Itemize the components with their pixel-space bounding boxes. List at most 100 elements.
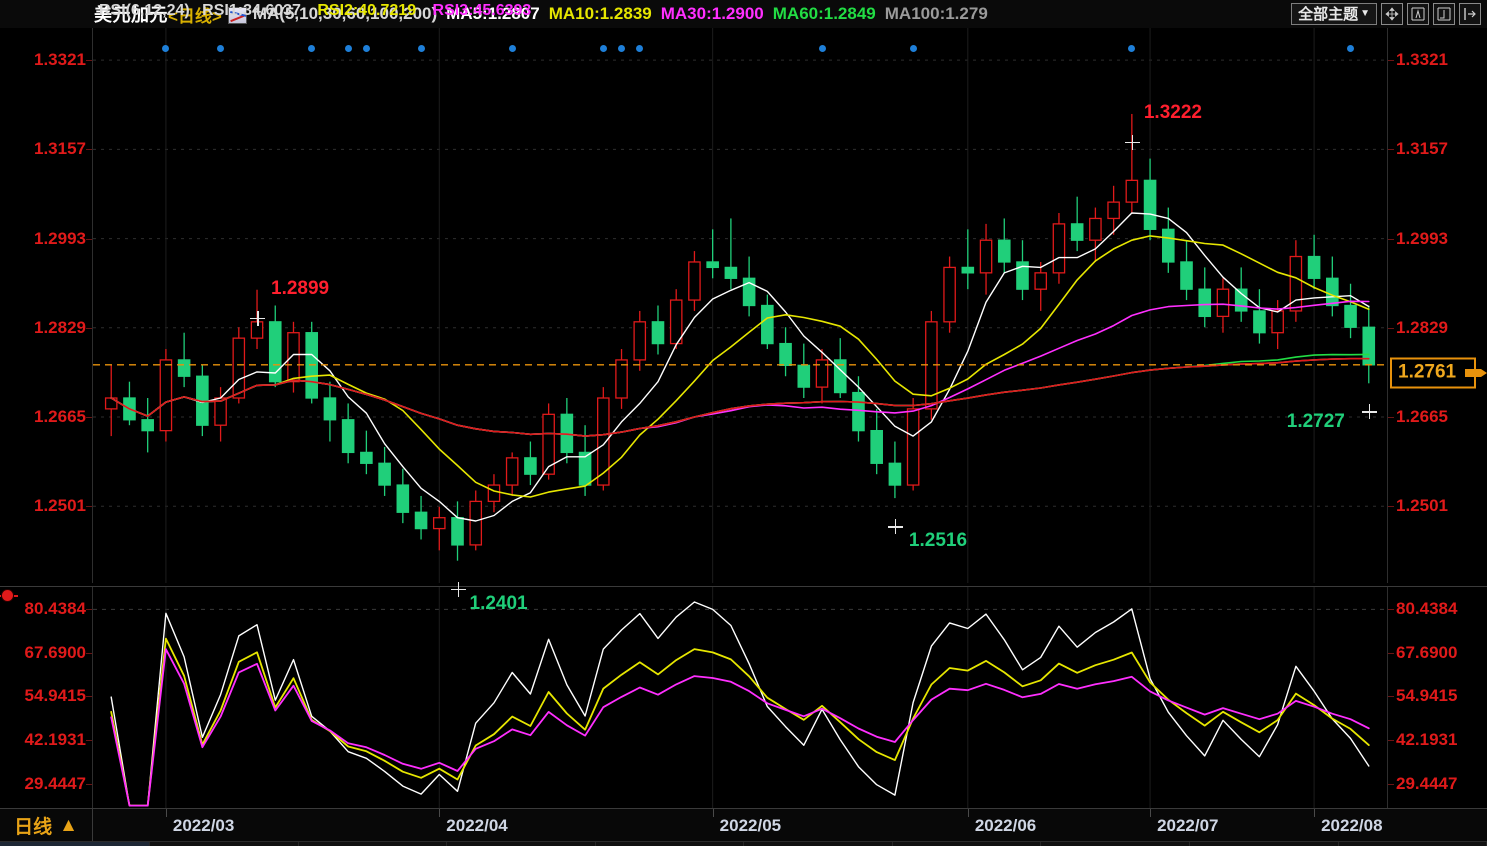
price-extreme-annotation: 1.2401	[469, 592, 528, 614]
event-marker-dot[interactable]	[417, 45, 425, 52]
axis-tick-mark	[86, 327, 92, 329]
theme-selector-button[interactable]: 全部主题 ▼	[1291, 3, 1377, 25]
axis-tick-mark	[86, 783, 92, 785]
axis-tick-label: 1.3321	[34, 50, 86, 70]
event-marker-dot[interactable]	[362, 45, 370, 52]
theme-selector-label: 全部主题	[1298, 6, 1359, 23]
status-cell[interactable]	[447, 842, 596, 846]
extreme-crosshair-icon	[450, 581, 466, 597]
status-cell[interactable]	[596, 842, 745, 846]
date-tick-label: 2022/06	[974, 816, 1037, 835]
current-price-arrow-icon	[1465, 369, 1487, 377]
vertical-measure-icon[interactable]	[1407, 3, 1429, 25]
current-price-marker[interactable]: 1.2761	[1390, 357, 1476, 389]
date-tick-label: 2022/07	[1157, 816, 1219, 835]
rsi-plot-area[interactable]	[93, 587, 1387, 809]
status-cell[interactable]	[299, 842, 448, 846]
axis-tick-mark	[1388, 506, 1394, 508]
ma30-value: MA30:1.2900	[660, 4, 764, 23]
axis-tick-label: 67.6900	[1396, 642, 1458, 662]
axis-tick-mark	[86, 238, 92, 240]
rsi1-value: RSI1:34.6037	[202, 2, 301, 19]
rsi-pane-handle-icon[interactable]	[0, 590, 18, 601]
extreme-crosshair-icon	[250, 310, 266, 326]
axis-tick-label: 1.3157	[34, 139, 86, 159]
crosshair-move-icon[interactable]	[1381, 3, 1403, 25]
price-extreme-annotation: 1.2516	[908, 530, 968, 552]
status-cell[interactable]	[1190, 842, 1339, 846]
event-marker-dot[interactable]	[818, 45, 826, 52]
axis-tick-label: 67.6900	[24, 642, 86, 662]
price-chart-pane[interactable]: 1.3321 1.3157 1.2993 1.2829 1.2665 1.2501 1.3…	[0, 28, 1487, 614]
rsi-axis-left[interactable]: 80.4384 67.6900 54.9415 42.1931 29.4447	[0, 587, 93, 808]
axis-tick-mark	[1388, 740, 1394, 742]
axis-tick-label: 80.4384	[1396, 599, 1458, 619]
event-marker-dot[interactable]	[909, 45, 917, 52]
symbol-period-tag[interactable]: <日线>	[168, 6, 222, 26]
axis-tick-label: 1.3321	[1396, 50, 1448, 70]
price-axis-right[interactable]: 1.3321 1.3157 1.2993 1.2829 1.2665 1.2501	[1387, 28, 1487, 583]
axis-tick-mark	[86, 652, 92, 654]
axis-tick-label: 54.9415	[24, 686, 86, 706]
status-cell[interactable]	[744, 842, 893, 846]
candlestick-canvas	[93, 28, 1387, 583]
axis-tick-mark	[1388, 327, 1394, 329]
event-marker-dot[interactable]	[1347, 45, 1355, 52]
date-tick-separator	[1150, 809, 1152, 817]
ma100-value: MA100:1.279	[884, 4, 988, 23]
horizontal-measure-icon[interactable]	[1433, 3, 1455, 25]
period-tab-label: 日线	[14, 817, 53, 838]
status-cell[interactable]	[893, 842, 1042, 846]
axis-tick-mark	[86, 417, 92, 419]
extreme-crosshair-icon	[1124, 134, 1140, 150]
axis-tick-mark	[1388, 417, 1394, 419]
header-toolbar: 全部主题 ▼	[1291, 3, 1481, 25]
rsi-canvas	[93, 587, 1387, 809]
axis-tick-mark	[86, 609, 92, 611]
axis-tick-label: 42.1931	[24, 730, 86, 750]
ma5-value: MA5:1.2807	[446, 4, 540, 23]
axis-tick-mark	[1388, 696, 1394, 698]
axis-tick-mark	[86, 740, 92, 742]
kline-indicator-icon[interactable]	[227, 7, 247, 24]
date-tick-separator	[712, 809, 714, 817]
axis-tick-label: 29.4447	[24, 773, 86, 793]
event-marker-dot[interactable]	[508, 45, 516, 52]
chevron-up-icon: ▲	[59, 814, 78, 836]
axis-tick-mark	[1388, 238, 1394, 240]
rsi-axis-right[interactable]: 80.4384 67.6900 54.9415 42.1931 29.4447	[1387, 587, 1487, 808]
extreme-crosshair-icon	[887, 519, 903, 535]
price-extreme-annotation: 1.2727	[1286, 411, 1345, 433]
date-tick-label: 2022/08	[1321, 816, 1383, 835]
event-marker-dot[interactable]	[636, 45, 644, 52]
axis-tick-label: 1.2993	[1396, 228, 1448, 248]
event-marker-dot[interactable]	[618, 45, 626, 52]
date-tick-label: 2022/05	[719, 816, 782, 835]
event-marker-dot[interactable]	[162, 45, 170, 52]
event-marker-dot[interactable]	[599, 45, 607, 52]
axis-tick-label: 1.2829	[34, 317, 86, 337]
event-marker-dot[interactable]	[344, 45, 352, 52]
rsi-indicator-pane[interactable]: 80.4384 67.6900 54.9415 42.1931 29.4447 80.4…	[0, 586, 1487, 809]
status-cell[interactable]	[150, 842, 299, 846]
status-cell[interactable]	[0, 842, 150, 846]
event-marker-dot[interactable]	[1128, 45, 1136, 52]
date-tick-label: 2022/03	[172, 816, 235, 835]
event-marker-dot[interactable]	[217, 45, 225, 52]
event-marker-dot[interactable]	[308, 45, 316, 52]
axis-tick-label: 54.9415	[1396, 686, 1458, 706]
status-cell[interactable]	[1041, 842, 1190, 846]
status-cell[interactable]	[1339, 842, 1487, 846]
rsi-title[interactable]: RSI(6,12,24)	[99, 2, 190, 19]
rsi2-value: RSI2:40.7219	[317, 2, 417, 19]
ma-formula-label[interactable]: MA(5,10,30,60,100,200)	[252, 4, 438, 23]
rsi3-value: RSI3:45.6393	[432, 2, 532, 19]
exit-panel-icon[interactable]	[1459, 3, 1481, 25]
axis-tick-mark	[1388, 783, 1394, 785]
date-axis-bar[interactable]: 日线 ▲ 2022/03 2022/04 2022/05 2022/06 2022/07…	[0, 808, 1487, 842]
price-plot-area[interactable]	[93, 28, 1387, 583]
period-tab-daily[interactable]: 日线 ▲	[0, 809, 93, 842]
bottom-status-strip[interactable]	[0, 841, 1487, 846]
symbol-name[interactable]: 美元加元	[94, 5, 168, 25]
price-axis-left[interactable]: 1.3321 1.3157 1.2993 1.2829 1.2665 1.2501	[0, 28, 93, 583]
